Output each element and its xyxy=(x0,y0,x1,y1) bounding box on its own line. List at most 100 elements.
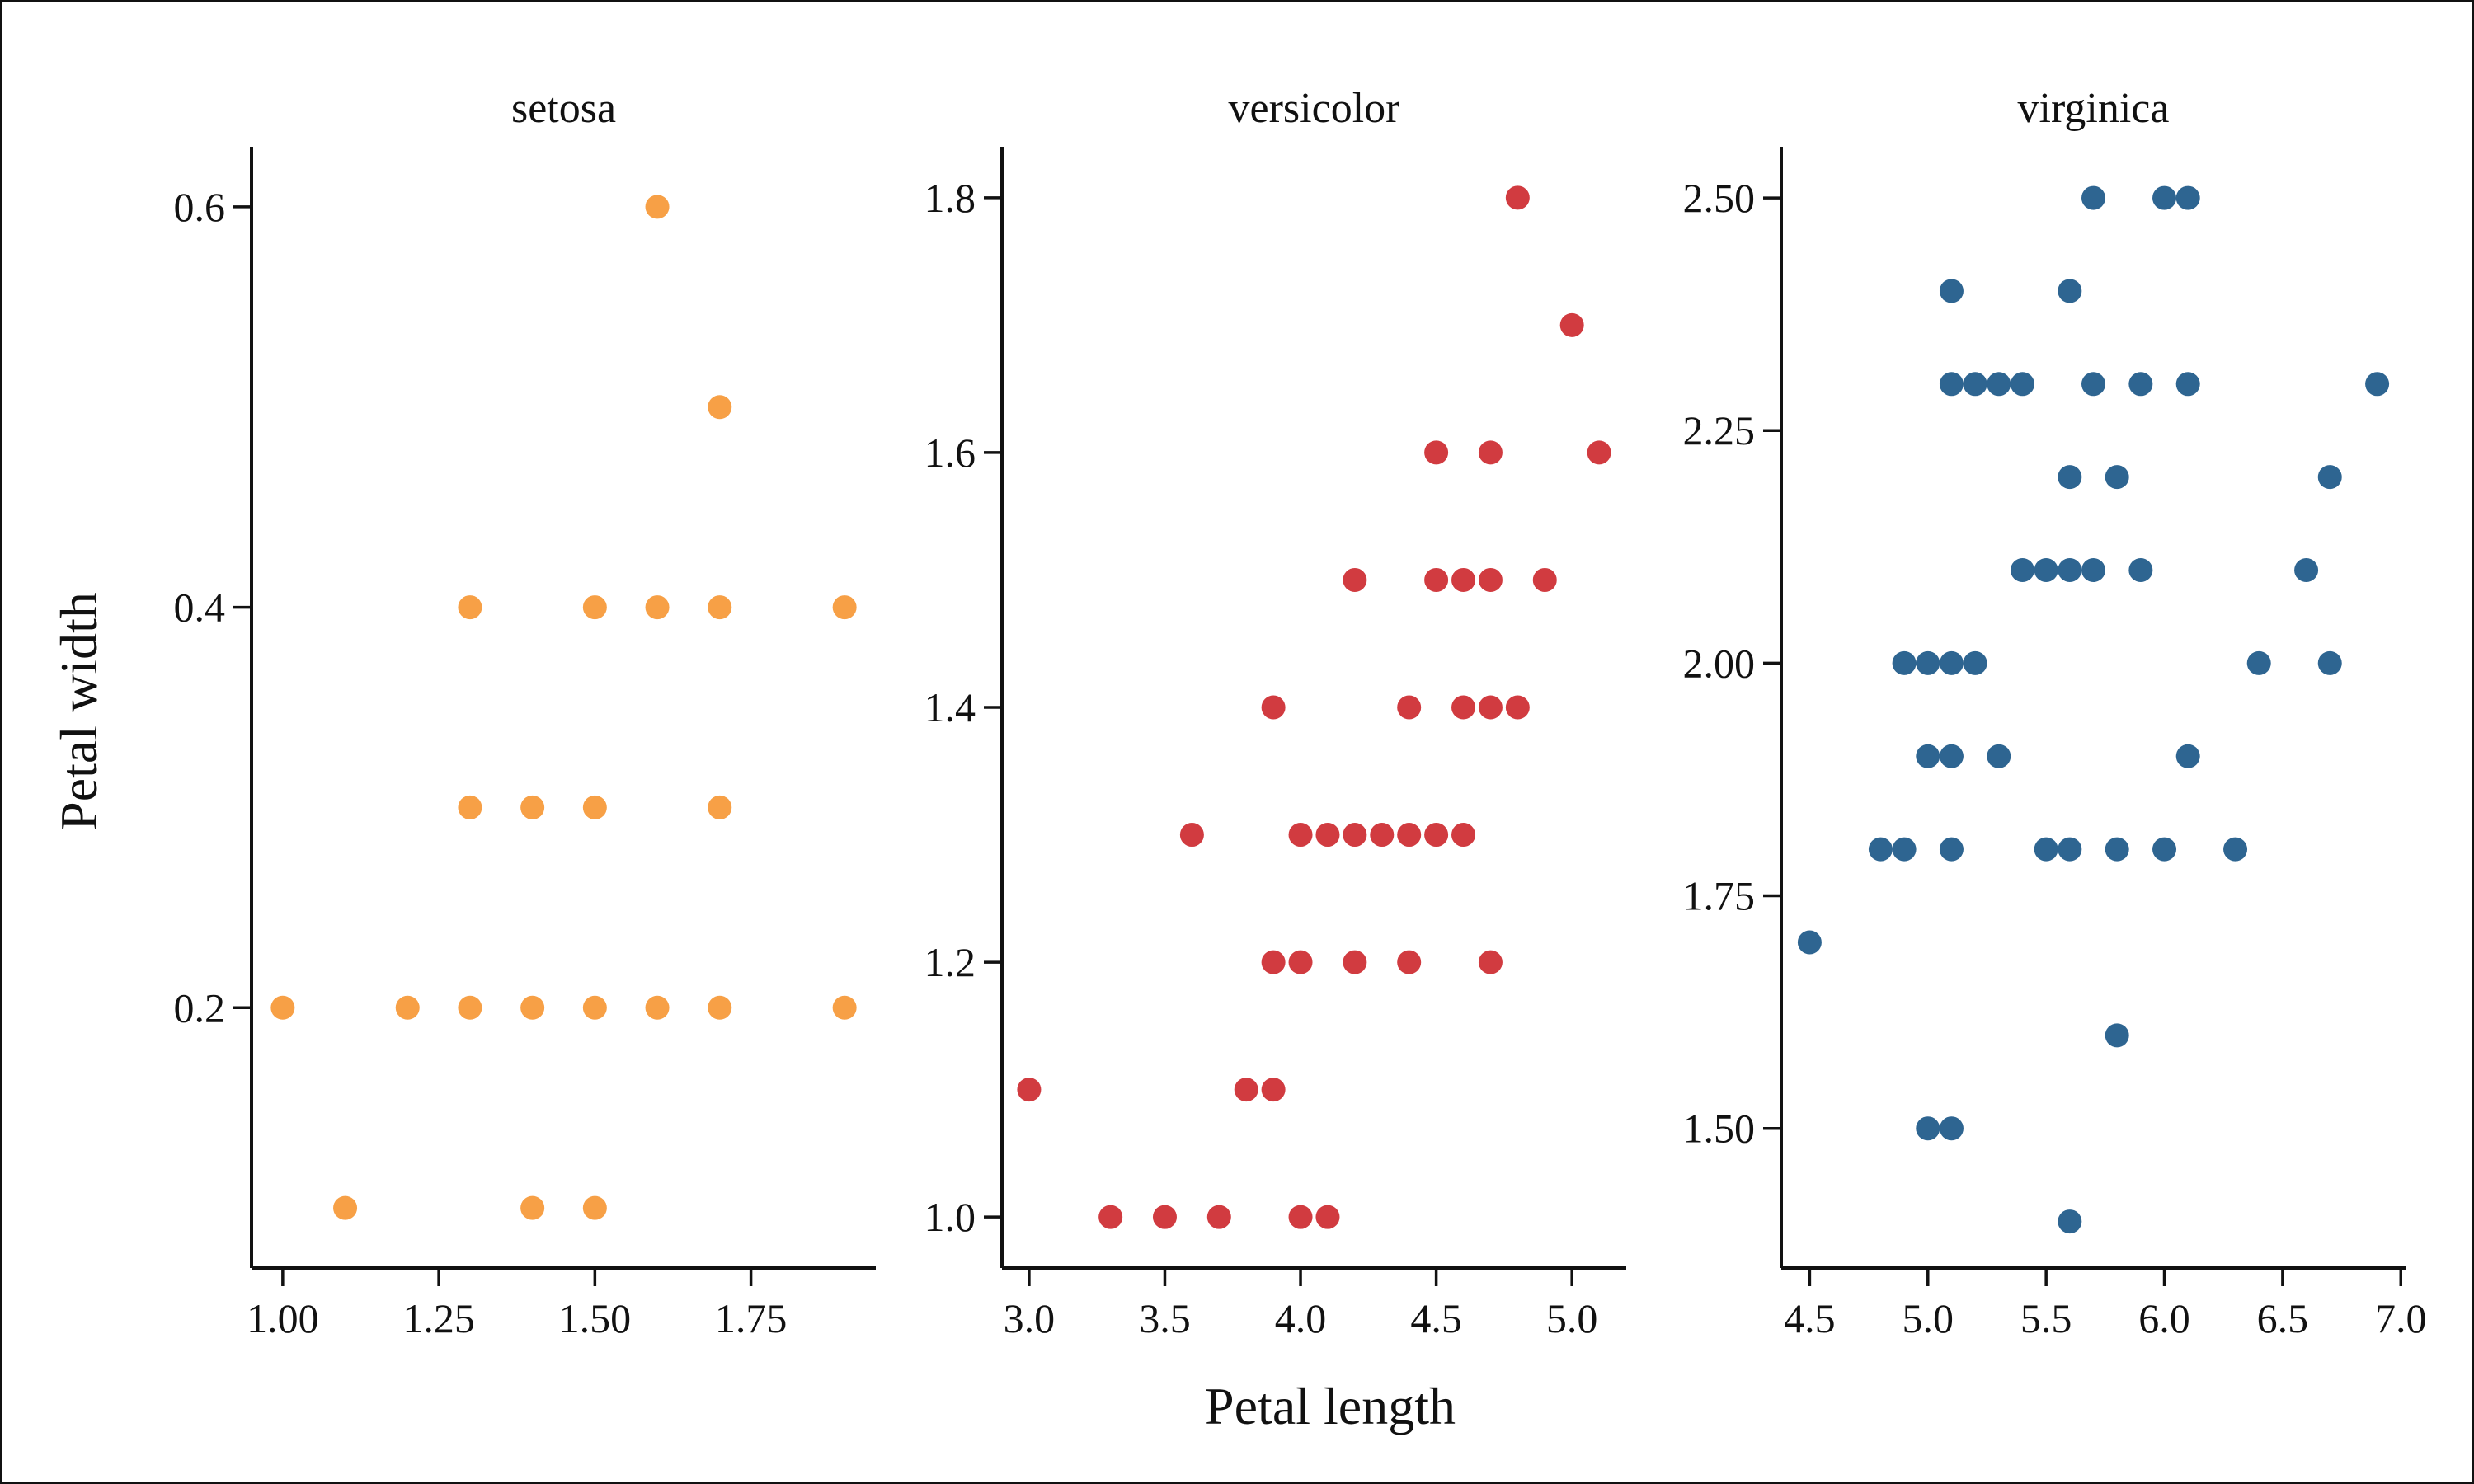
scatter-point xyxy=(1098,1205,1123,1229)
scatter-point xyxy=(1916,650,1940,675)
scatter-point xyxy=(2175,744,2200,768)
scatter-point xyxy=(2105,465,2129,490)
y-tick-label: 0.4 xyxy=(174,585,226,631)
scatter-point xyxy=(1179,823,1204,848)
x-tick-label: 1.00 xyxy=(247,1295,319,1341)
x-tick-label: 5.0 xyxy=(1546,1295,1598,1341)
scatter-point xyxy=(1478,440,1503,465)
y-tick-label: 1.0 xyxy=(924,1194,976,1240)
scatter-point xyxy=(1797,930,1822,955)
y-tick-label: 1.2 xyxy=(924,939,976,985)
scatter-point xyxy=(1261,950,1286,974)
scatter-point xyxy=(1397,695,1422,720)
scatter-point xyxy=(708,595,732,620)
scatter-point xyxy=(645,595,670,620)
scatter-point xyxy=(708,995,732,1020)
x-tick-label: 4.5 xyxy=(1410,1295,1462,1341)
scatter-point xyxy=(2081,372,2105,397)
scatter-point xyxy=(1315,823,1340,848)
scatter-point xyxy=(1939,650,1964,675)
scatter-point xyxy=(1017,1078,1042,1102)
scatter-point xyxy=(1288,823,1313,848)
scatter-point xyxy=(2010,372,2034,397)
scatter-point xyxy=(1987,372,2011,397)
scatter-point xyxy=(2034,558,2058,583)
scatter-point xyxy=(1451,823,1476,848)
panels: setosa 1.00 1.25 1.50 1.75 0.2 0.4 0.6 versicolo… xyxy=(174,85,2427,1341)
scatter-point xyxy=(1315,1205,1340,1229)
x-tick-label: 3.0 xyxy=(1004,1295,1056,1341)
scatter-point xyxy=(1370,823,1395,848)
scatter-point xyxy=(1892,650,1917,675)
scatter-point xyxy=(832,595,857,620)
scatter-point xyxy=(2128,372,2153,397)
scatter-point xyxy=(270,995,295,1020)
scatter-point xyxy=(1478,950,1503,974)
scatter-point xyxy=(1261,1078,1286,1102)
x-tick-label: 3.5 xyxy=(1139,1295,1191,1341)
scatter-point xyxy=(1451,567,1476,592)
scatter-point xyxy=(1343,950,1367,974)
panel-title: versicolor xyxy=(1229,85,1400,132)
scatter-point xyxy=(1478,695,1503,720)
scatter-point xyxy=(1916,1116,1940,1141)
scatter-point xyxy=(458,595,482,620)
y-tick-label: 2.50 xyxy=(1683,175,1756,221)
scatter-point xyxy=(1288,950,1313,974)
scatter-point xyxy=(520,995,545,1020)
scatter-point xyxy=(1206,1205,1231,1229)
scatter-point xyxy=(2058,465,2082,490)
scatter-point xyxy=(458,995,482,1020)
scatter-point xyxy=(333,1195,358,1220)
scatter-point xyxy=(1987,744,2011,768)
scatter-point xyxy=(2317,465,2342,490)
scatter-point xyxy=(1892,837,1917,862)
scatter-point xyxy=(2175,186,2200,210)
y-tick-label: 1.6 xyxy=(924,430,976,476)
y-tick-label: 2.25 xyxy=(1683,407,1756,453)
scatter-point xyxy=(582,795,607,819)
scatter-point xyxy=(708,795,732,819)
x-tick-label: 1.25 xyxy=(402,1295,475,1341)
scatter-point xyxy=(1343,567,1367,592)
scatter-point xyxy=(2058,279,2082,303)
y-tick-label: 0.2 xyxy=(174,984,226,1031)
scatter-point xyxy=(1559,312,1584,337)
scatter-point xyxy=(1939,837,1964,862)
scatter-point xyxy=(2105,1023,2129,1048)
scatter-point xyxy=(1424,440,1449,465)
scatter-point xyxy=(1963,650,1987,675)
scatter-point xyxy=(1963,372,1987,397)
scatter-point xyxy=(1939,744,1964,768)
y-tick-label: 1.50 xyxy=(1683,1106,1756,1152)
x-tick-label: 6.0 xyxy=(2138,1295,2190,1341)
panel-versicolor: versicolor 3.0 3.5 4.0 4.5 5.0 1.0 1.2 1.4 1.6 1.8 xyxy=(924,85,1626,1341)
scatter-point xyxy=(645,195,670,219)
x-tick-label: 4.0 xyxy=(1275,1295,1327,1341)
scatter-point xyxy=(1505,695,1530,720)
scatter-point xyxy=(520,795,545,819)
scatter-point xyxy=(1478,567,1503,592)
x-tick-label: 7.0 xyxy=(2375,1295,2427,1341)
scatter-point xyxy=(2058,1209,2082,1234)
scatter-point xyxy=(1397,823,1422,848)
scatter-point xyxy=(2081,558,2105,583)
scatter-point xyxy=(1505,186,1530,210)
x-tick-label: 5.0 xyxy=(1903,1295,1954,1341)
panel-title: virginica xyxy=(2018,85,2170,132)
scatter-point xyxy=(2175,372,2200,397)
x-tick-label: 1.75 xyxy=(715,1295,788,1341)
scatter-point xyxy=(2317,650,2342,675)
scatter-point xyxy=(832,995,857,1020)
scatter-point xyxy=(1916,744,1940,768)
x-axis-label: Petal length xyxy=(1205,1377,1456,1435)
scatter-point xyxy=(645,995,670,1020)
scatter-point xyxy=(1424,823,1449,848)
scatter-point xyxy=(395,995,420,1020)
scatter-point xyxy=(1152,1205,1177,1229)
y-tick-label: 0.6 xyxy=(174,184,226,230)
scatter-point xyxy=(2223,837,2248,862)
scatter-point xyxy=(1939,372,1964,397)
scatter-point xyxy=(1288,1205,1313,1229)
